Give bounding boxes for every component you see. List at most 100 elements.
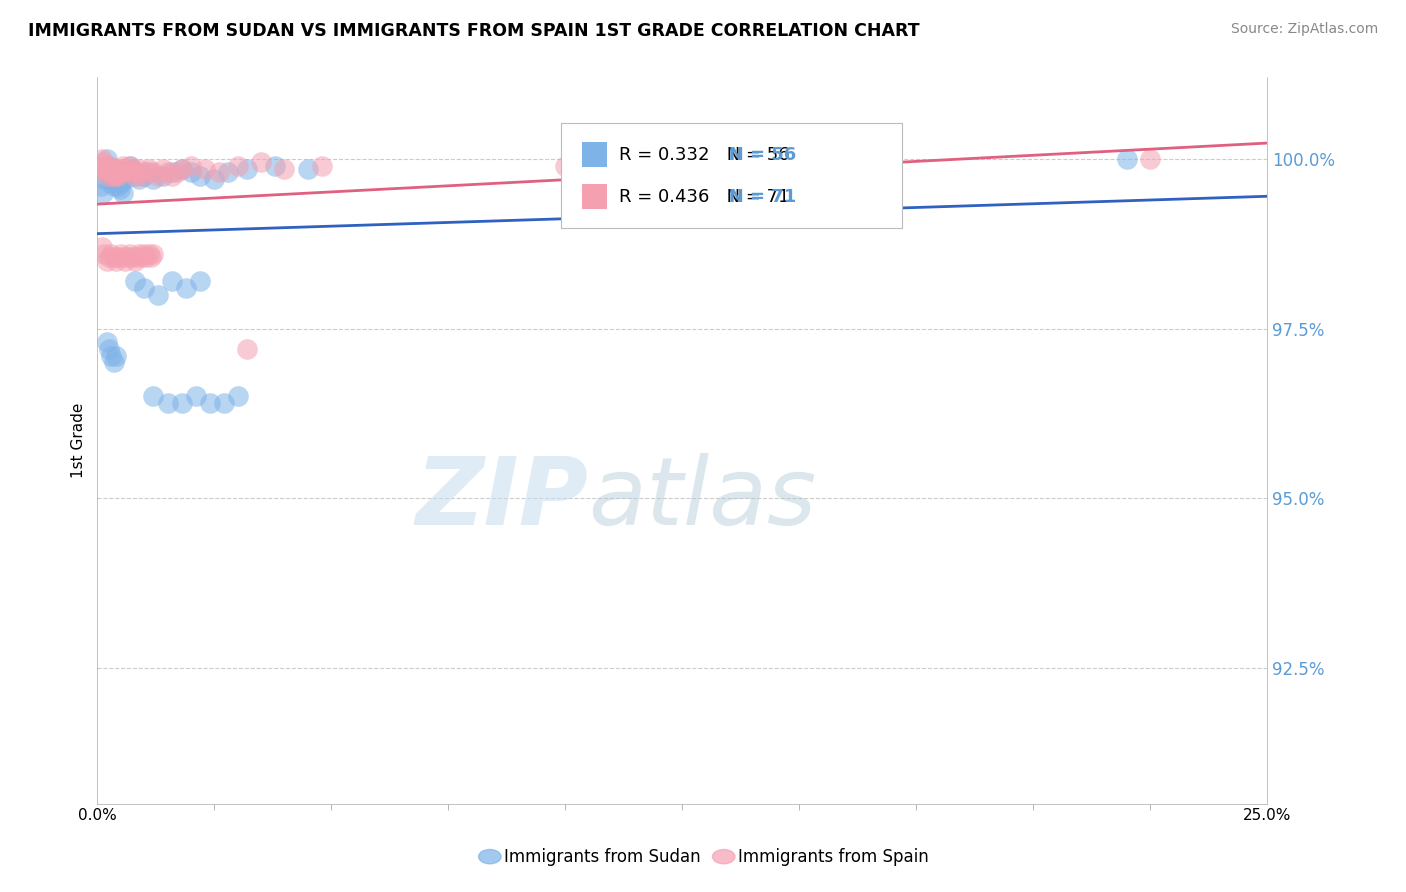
Point: [198, 396, 221, 410]
Text: Immigrants from Spain: Immigrants from Spain: [738, 847, 928, 865]
Point: [134, 169, 156, 183]
Point: [94, 165, 117, 179]
Point: [152, 169, 174, 183]
Text: R = 0.436   N = 71: R = 0.436 N = 71: [619, 188, 789, 206]
Point: [180, 159, 202, 173]
Text: IMMIGRANTS FROM SUDAN VS IMMIGRANTS FROM SPAIN 1ST GRADE CORRELATION CHART: IMMIGRANTS FROM SUDAN VS IMMIGRANTS FROM…: [28, 22, 920, 40]
Point: [554, 159, 576, 173]
Point: [226, 389, 249, 403]
Point: [105, 165, 128, 179]
Point: [93, 155, 115, 169]
Point: [236, 162, 259, 177]
Point: [202, 172, 225, 186]
Point: [110, 176, 132, 190]
Point: [120, 159, 142, 173]
Point: [114, 165, 136, 179]
Point: [188, 169, 211, 183]
Text: Immigrants from Sudan: Immigrants from Sudan: [503, 847, 700, 865]
Point: [217, 165, 239, 179]
Point: [156, 396, 179, 410]
Point: [142, 172, 165, 186]
Point: [104, 169, 127, 183]
Point: [98, 342, 121, 356]
Point: [180, 165, 202, 179]
Point: [127, 165, 149, 179]
Point: [94, 159, 117, 173]
Point: [103, 165, 125, 179]
Point: [1139, 152, 1161, 166]
Point: [100, 159, 122, 173]
Point: [208, 165, 231, 179]
Point: [96, 335, 118, 350]
Point: [93, 172, 115, 186]
Point: [134, 165, 156, 179]
Point: [110, 162, 132, 177]
Point: [146, 287, 169, 301]
Point: [226, 159, 249, 173]
Point: [160, 165, 183, 179]
Point: [100, 247, 122, 261]
Point: [170, 162, 193, 177]
Point: [101, 169, 124, 183]
Point: [236, 342, 259, 356]
Point: [124, 169, 146, 183]
Point: [311, 159, 333, 173]
Point: [141, 250, 163, 264]
Point: [273, 162, 295, 177]
Point: [105, 162, 128, 177]
Text: ZIP: ZIP: [416, 452, 589, 545]
Point: [105, 172, 128, 186]
Point: [108, 182, 131, 196]
Point: [128, 162, 150, 177]
Text: N = 71: N = 71: [710, 188, 796, 206]
Point: [101, 172, 124, 186]
Point: [188, 274, 211, 288]
Point: [166, 165, 188, 179]
Point: [117, 162, 139, 177]
Point: [93, 162, 115, 177]
Point: [124, 253, 146, 268]
Point: [212, 396, 235, 410]
Point: [152, 162, 174, 177]
Text: R = 0.332   N = 56: R = 0.332 N = 56: [619, 145, 789, 163]
Point: [138, 162, 160, 177]
Point: [93, 247, 115, 261]
Point: [127, 250, 149, 264]
Point: [134, 281, 156, 295]
Point: [90, 159, 112, 173]
Point: [117, 165, 139, 179]
Point: [112, 186, 135, 200]
Point: [121, 162, 143, 177]
Point: [103, 355, 125, 369]
Point: [112, 250, 135, 264]
Point: [100, 176, 122, 190]
Point: [160, 274, 183, 288]
Point: [121, 165, 143, 179]
Point: [89, 162, 111, 177]
Point: [103, 250, 125, 264]
Point: [124, 274, 146, 288]
Point: [107, 169, 129, 183]
Point: [120, 247, 142, 261]
Point: [131, 250, 153, 264]
Point: [138, 165, 160, 179]
Point: [250, 155, 273, 169]
Point: [138, 247, 160, 261]
Point: [184, 389, 207, 403]
Point: [91, 240, 114, 254]
Point: [96, 165, 118, 179]
Point: [142, 165, 165, 179]
Point: [98, 250, 121, 264]
Point: [103, 179, 125, 194]
Point: [96, 152, 118, 166]
Y-axis label: 1st Grade: 1st Grade: [72, 403, 86, 478]
Point: [108, 165, 131, 179]
Point: [114, 253, 136, 268]
Point: [135, 250, 157, 264]
Point: [142, 247, 165, 261]
Text: N = 56: N = 56: [710, 145, 796, 163]
Point: [97, 169, 120, 183]
Point: [107, 250, 129, 264]
Point: [156, 165, 179, 179]
Point: [100, 165, 122, 179]
